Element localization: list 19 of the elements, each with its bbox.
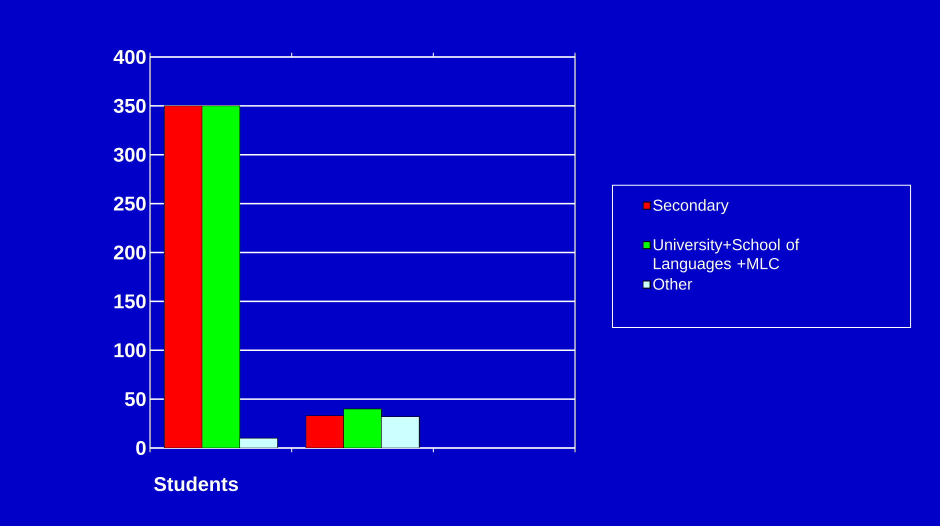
bar bbox=[306, 415, 344, 448]
y-tick-label: 250 bbox=[114, 196, 146, 211]
y-tick-label: 100 bbox=[114, 343, 146, 358]
y-tick-label: 300 bbox=[114, 148, 146, 162]
y-tick-label: 0 bbox=[136, 440, 146, 456]
bar bbox=[164, 106, 202, 448]
y-tick-label: 150 bbox=[114, 294, 146, 308]
legend-label: Other bbox=[653, 278, 692, 290]
bar bbox=[202, 106, 240, 448]
y-tick-label: 400 bbox=[114, 50, 146, 64]
legend-label: Secondary bbox=[653, 199, 729, 214]
y-tick-label: 200 bbox=[114, 245, 146, 260]
bar bbox=[381, 416, 420, 448]
legend-label: University+School of Languages +MLC bbox=[654, 238, 800, 272]
x-axis-title: Students bbox=[154, 476, 238, 492]
bar bbox=[239, 438, 278, 448]
y-tick-label: 350 bbox=[114, 98, 146, 113]
bar bbox=[343, 408, 382, 448]
y-tick-label: 50 bbox=[124, 392, 146, 406]
